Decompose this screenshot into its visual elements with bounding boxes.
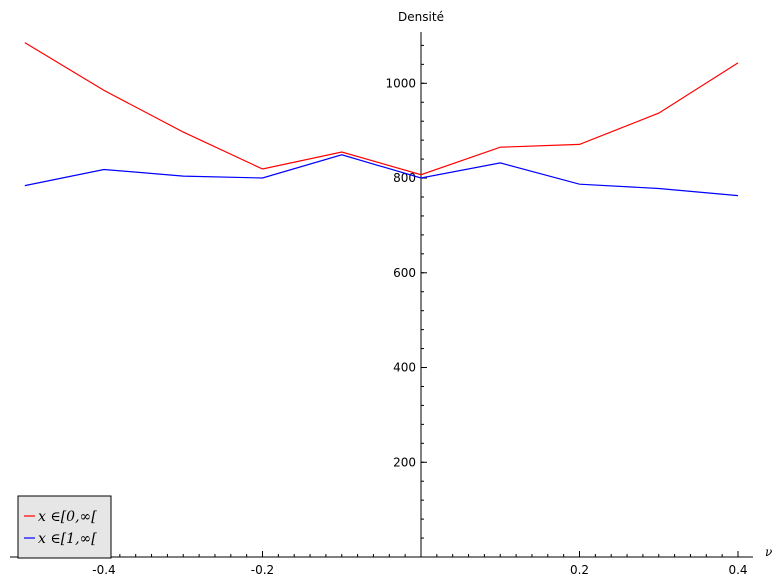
- y-tick-label: 1000: [385, 76, 416, 90]
- axes: [10, 32, 753, 558]
- legend-label-series-1: x ∈[1,∞[: [38, 531, 97, 547]
- series-lines: [24, 42, 739, 197]
- y-tick-label: 200: [393, 455, 416, 469]
- x-tick-label: -0.4: [92, 563, 115, 577]
- minor-ticks: [24, 44, 739, 557]
- legend-box: [17, 495, 112, 559]
- y-axis-title: Densité: [398, 10, 444, 24]
- series-line-0: [24, 42, 739, 176]
- x-ticks: -0.4 -0.2 0.2 0.4: [92, 551, 748, 577]
- y-tick-label: 600: [393, 266, 416, 280]
- legend: x ∈[0,∞[ x ∈[1,∞[: [17, 495, 112, 559]
- x-tick-label: 0.2: [570, 563, 589, 577]
- y-tick-label: 400: [393, 361, 416, 375]
- x-tick-label: 0.4: [728, 563, 747, 577]
- legend-label-series-0: x ∈[0,∞[: [38, 509, 97, 525]
- x-tick-label: -0.2: [251, 563, 274, 577]
- series-line-1: [24, 154, 739, 197]
- x-axis-title: ν: [765, 545, 772, 559]
